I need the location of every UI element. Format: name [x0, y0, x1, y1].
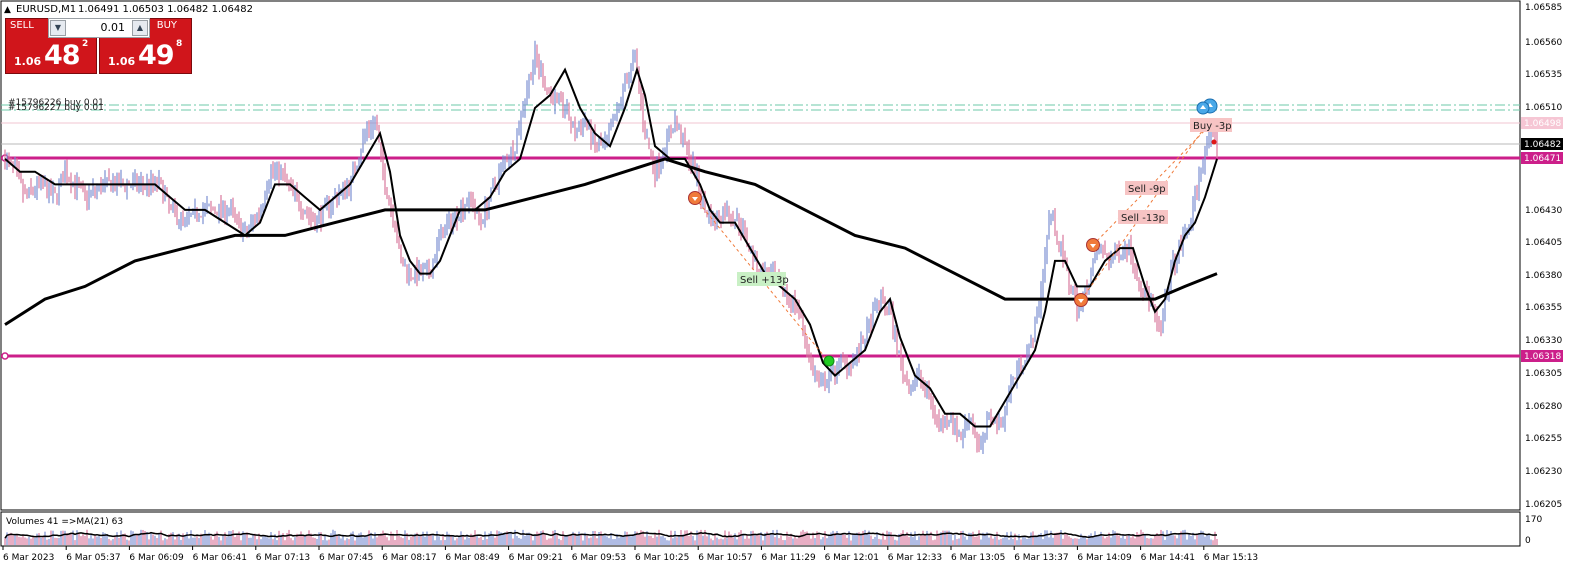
bid-price-tag-text: 1.06482 — [1524, 140, 1561, 150]
support-line-handle[interactable] — [1, 352, 9, 360]
price-tick: 1.06255 — [1525, 434, 1562, 444]
volume-ma-line — [4, 531, 1217, 539]
price-tick: 1.06280 — [1525, 402, 1562, 412]
main-chart-frame — [0, 0, 1521, 511]
volume-axis-top: 170 — [1525, 515, 1542, 525]
buy-price-sup: 8 — [176, 39, 183, 49]
take-profit-dot-icon[interactable] — [823, 355, 835, 367]
lot-decrease-icon[interactable]: ▼ — [50, 20, 66, 36]
trade-label-bg — [737, 272, 786, 286]
sell-price-sup: 2 — [82, 39, 89, 49]
price-tick: 1.06330 — [1525, 336, 1562, 346]
lot-increase-icon[interactable]: ▲ — [132, 20, 148, 36]
time-tick: 6 Mar 10:25 — [635, 553, 689, 563]
time-tick: 6 Mar 05:37 — [66, 553, 120, 563]
price-tick: 1.06205 — [1525, 500, 1562, 510]
time-tick: 6 Mar 14:09 — [1077, 553, 1132, 563]
sell-price-prefix: 1.06 — [14, 55, 42, 68]
trade-label-sell-win: Sell +13p — [740, 275, 789, 286]
trade-label-buy: Buy -3p — [1193, 121, 1232, 132]
lot-size-value[interactable]: 0.01 — [100, 21, 126, 34]
trade-label-bg — [1118, 210, 1168, 224]
one-click-trading-panel: SELL 1.06 48 2 BUY 1.06 49 8 ▼ 0.01 ▲ — [5, 18, 192, 74]
time-tick: 6 Mar 11:29 — [761, 553, 816, 563]
time-tick: 6 Mar 09:53 — [572, 553, 626, 563]
time-tick: 6 Mar 14:41 — [1141, 553, 1195, 563]
price-tick: 1.06355 — [1525, 303, 1562, 313]
price-tick: 1.06560 — [1525, 38, 1562, 48]
time-tick: 6 Mar 07:13 — [256, 553, 310, 563]
bid-price-tag — [1521, 138, 1563, 150]
price-tick: 1.06405 — [1525, 238, 1562, 248]
trade-label-bg — [1125, 181, 1168, 195]
time-tick: 6 Mar 15:13 — [1204, 553, 1258, 563]
support-price-tag — [1521, 350, 1563, 362]
trade-line-sell-b — [1092, 124, 1211, 246]
ask-price-tag — [1521, 117, 1563, 129]
support-price-tag-text: 1.06318 — [1524, 352, 1561, 362]
slow-moving-average-line[interactable] — [4, 157, 1218, 326]
trade-label-sell-a: Sell -9p — [1128, 184, 1166, 195]
resistance-price-tag-text: 1.06471 — [1524, 154, 1561, 164]
sell-arrow-icon[interactable] — [688, 191, 702, 205]
time-tick: 6 Mar 2023 — [3, 553, 54, 563]
time-tick: 6 Mar 06:41 — [193, 553, 247, 563]
buy-button-label: BUY — [156, 20, 177, 31]
sell-arrow-icon[interactable] — [1074, 293, 1088, 307]
volume-indicator-label: Volumes 41 =>MA(21) 63 — [6, 517, 123, 527]
time-tick: 6 Mar 06:09 — [129, 553, 184, 563]
chart-ohlc: 1.06491 1.06503 1.06482 1.06482 — [78, 4, 253, 15]
price-tick: 1.06305 — [1525, 369, 1562, 379]
resistance-price-tag — [1521, 152, 1563, 164]
trade-label-bg — [1190, 118, 1232, 132]
time-tick: 6 Mar 08:17 — [382, 553, 436, 563]
price-tick: 1.06535 — [1525, 70, 1562, 80]
fast-moving-average-line[interactable] — [4, 66, 1218, 428]
time-tick: 6 Mar 10:57 — [698, 553, 752, 563]
sell-price-big: 48 — [44, 40, 81, 71]
price-axis[interactable]: 1.06585 1.06560 1.06535 1.06510 1.06430 … — [1525, 3, 1562, 510]
price-tick: 1.06380 — [1525, 271, 1562, 281]
buy-price-prefix: 1.06 — [108, 55, 136, 68]
stop-dot-icon[interactable] — [1211, 139, 1217, 145]
chart-symbol: EURUSD,M1 — [16, 4, 76, 15]
time-tick: 6 Mar 12:33 — [888, 553, 942, 563]
price-tick: 1.06510 — [1525, 103, 1562, 113]
order-label-1: #15796226 buy 0.01 — [8, 98, 104, 108]
volume-axis-bottom: 0 — [1525, 536, 1531, 546]
price-tick: 1.06585 — [1525, 3, 1562, 13]
ask-price-tag-text: 1.06498 — [1524, 119, 1561, 129]
time-tick: 6 Mar 08:49 — [445, 553, 500, 563]
buy-arrow-icon[interactable] — [1196, 101, 1210, 115]
trade-label-sell-b: Sell -13p — [1121, 213, 1165, 224]
sell-button-label: SELL — [10, 20, 34, 31]
time-axis[interactable]: 6 Mar 2023 6 Mar 05:37 6 Mar 06:09 6 Mar 06… — [2, 546, 1258, 563]
header-triangle-icon[interactable]: ▲ — [4, 5, 11, 15]
lot-size-stepper[interactable]: ▼ 0.01 ▲ — [48, 18, 150, 38]
time-tick: 6 Mar 12:01 — [825, 553, 879, 563]
buy-price-big: 49 — [138, 40, 175, 71]
price-tick: 1.06430 — [1525, 206, 1562, 216]
price-tick: 1.06230 — [1525, 467, 1562, 477]
time-tick: 6 Mar 09:21 — [509, 553, 563, 563]
time-tick: 6 Mar 13:05 — [951, 553, 1005, 563]
trade-line-sell-win — [694, 197, 829, 362]
sell-arrow-icon[interactable] — [1086, 238, 1100, 252]
order-label-2: #15796227 buy 0.01 — [8, 103, 104, 113]
time-tick: 6 Mar 07:45 — [319, 553, 373, 563]
time-tick: 6 Mar 13:37 — [1014, 553, 1068, 563]
